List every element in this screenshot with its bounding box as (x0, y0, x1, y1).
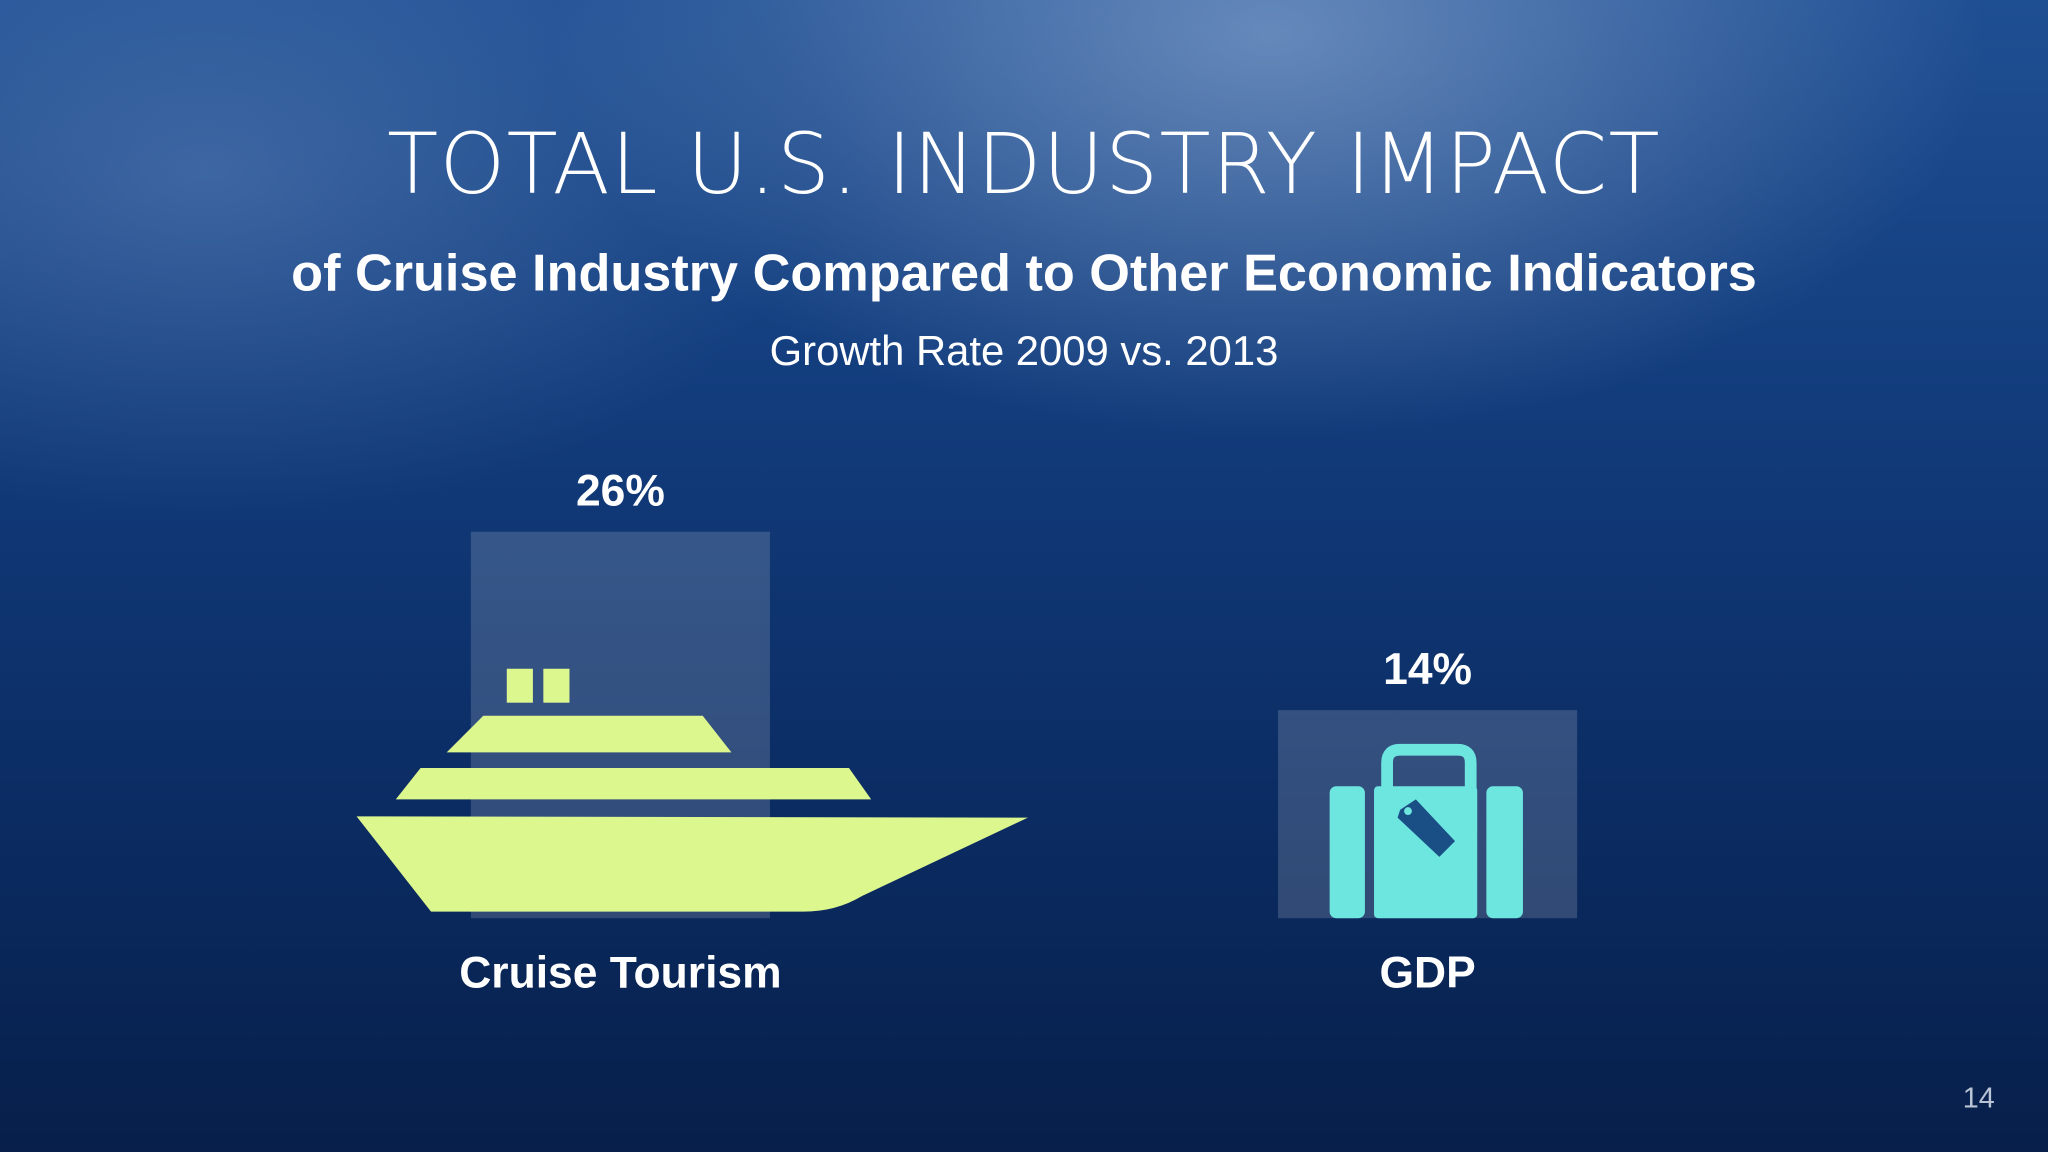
page-number: 14 (1963, 1082, 1995, 1114)
subtitle: of Cruise Industry Compared to Other Eco… (291, 245, 1757, 303)
title: TOTAL U.S. INDUSTRY IMPACT (387, 115, 1661, 213)
category-label: Cruise Tourism (459, 948, 781, 997)
value-label: 26% (576, 467, 665, 516)
value-label: 14% (1383, 645, 1472, 694)
ship-icon (356, 668, 1028, 912)
category-label: GDP (1379, 948, 1475, 997)
caption: Growth Rate 2009 vs. 2013 (770, 327, 1279, 374)
suitcase-icon (1329, 743, 1523, 919)
